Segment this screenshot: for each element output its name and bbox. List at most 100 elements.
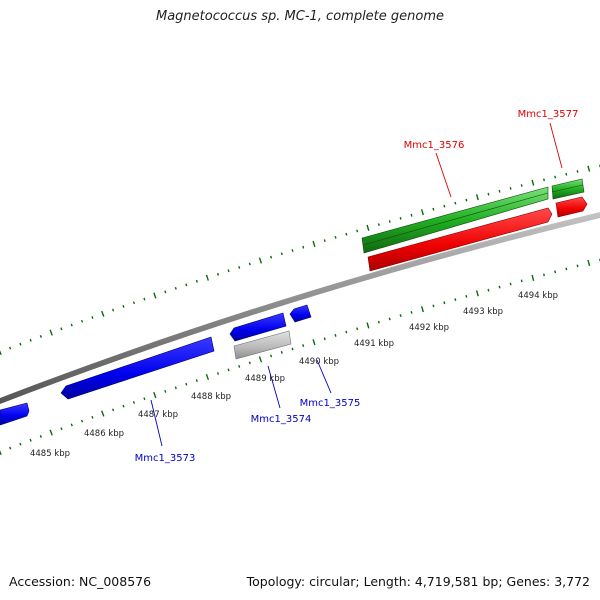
scale-tick (554, 175, 557, 179)
scale-tick (334, 333, 337, 337)
label-mmc1-3577[interactable]: Mmc1_3577 (518, 109, 579, 120)
scale-tick (238, 364, 241, 368)
leader-mmc1-3573 (150, 399, 163, 447)
label-mmc1-3575[interactable]: Mmc1_3575 (300, 398, 361, 409)
scale-tick (388, 220, 391, 223)
scale-tick (356, 327, 359, 331)
scale-tick (323, 337, 326, 341)
scale-tick (520, 279, 523, 283)
axis-label-4486: 4486 kbp (84, 429, 124, 439)
scale-tick (174, 286, 177, 290)
scale-tick (60, 427, 63, 431)
scale-tick (388, 317, 391, 321)
scale-tick (454, 201, 457, 205)
scale-tick (195, 379, 198, 383)
scale-tick (153, 391, 157, 399)
scale-tick (498, 189, 501, 193)
scale-tick (270, 255, 273, 259)
label-mmc1-3574[interactable]: Mmc1_3574 (251, 414, 312, 425)
scale-tick (270, 354, 273, 358)
scale-tick (60, 327, 63, 331)
scale-tick (248, 361, 251, 365)
scale-tick (302, 344, 305, 348)
scale-tick (565, 267, 568, 271)
gene-mmc1-3574-blue[interactable] (229, 312, 287, 342)
label-mmc1-3573[interactable]: Mmc1_3573 (135, 453, 196, 464)
scale-tick (410, 311, 413, 314)
scale-tick (334, 236, 337, 239)
scale-tick (410, 213, 413, 217)
scale-tick (9, 446, 12, 450)
scale-tick (432, 304, 435, 308)
scale-tick (399, 314, 402, 318)
scale-tick (205, 274, 209, 281)
gene-mmc1-3576-green-divider (362, 192, 549, 246)
scale-tick (443, 301, 446, 305)
scale-tick (554, 270, 557, 274)
axis-label-4487: 4487 kbp (138, 410, 178, 420)
scale-tick (9, 346, 12, 350)
scale-tick (312, 240, 316, 247)
axis-label-4490: 4490 kbp (299, 357, 339, 367)
scale-tick (70, 323, 73, 327)
gene-mmc1-3574-gray[interactable] (233, 330, 292, 360)
gene-mmc1-3576-green[interactable] (361, 186, 549, 254)
scale-tick (377, 320, 380, 324)
scale-tick (39, 335, 42, 338)
scale-tick (302, 245, 305, 249)
gene-mmc1-3577-green[interactable] (551, 178, 585, 200)
scale-tick (443, 204, 446, 208)
axis-label-4485: 4485 kbp (30, 449, 70, 459)
scale-tick (164, 389, 167, 393)
scale-tick (280, 350, 283, 354)
outer-tick-track (0, 164, 600, 356)
scale-tick (345, 330, 348, 334)
scale-tick (80, 319, 84, 323)
scale-tick (509, 282, 512, 286)
axis-label-4494: 4494 kbp (518, 291, 558, 301)
gene-mmc1-3577-red[interactable] (555, 196, 588, 218)
scale-tick (576, 264, 579, 268)
scale-tick (576, 170, 579, 173)
scale-tick (248, 262, 251, 266)
scale-tick (323, 239, 326, 242)
leader-mmc1-3574 (267, 365, 281, 409)
scale-tick (399, 217, 402, 220)
scale-tick (216, 372, 220, 375)
scale-tick (39, 435, 42, 438)
axis-label-4489: 4489 kbp (245, 374, 285, 384)
scale-tick (377, 223, 380, 226)
gene-mmc1-3573[interactable] (60, 336, 215, 400)
scale-tick (205, 373, 210, 381)
genome-backbone (0, 212, 600, 404)
scale-tick (312, 339, 316, 346)
gene-mmc1-3576-red[interactable] (367, 207, 553, 272)
leader-mmc1-3576 (435, 152, 452, 198)
scale-tick (475, 194, 479, 201)
scale-tick (291, 249, 294, 252)
scale-tick (227, 269, 230, 273)
label-mmc1-3576[interactable]: Mmc1_3576 (404, 140, 465, 151)
scale-tick (19, 342, 22, 346)
inner-tick-track (0, 258, 600, 456)
scale-tick (543, 178, 545, 182)
scale-tick (465, 198, 468, 202)
scale-tick (475, 290, 479, 297)
scale-tick (291, 347, 294, 351)
scale-tick (465, 295, 468, 298)
scale-tick (174, 386, 177, 390)
scale-tick (132, 301, 136, 305)
gene-mmc1-3575[interactable] (289, 304, 312, 323)
scale-tick (70, 423, 73, 427)
scale-tick (143, 397, 146, 401)
scale-tick (91, 316, 94, 319)
gene-reverse-left-edge[interactable] (0, 402, 30, 426)
scale-tick (112, 408, 115, 412)
axis-label-4488: 4488 kbp (191, 392, 231, 402)
scale-tick (238, 265, 241, 269)
scale-tick (227, 368, 230, 372)
scale-tick (587, 259, 591, 266)
scale-tick (520, 184, 523, 187)
scale-tick (29, 338, 32, 342)
